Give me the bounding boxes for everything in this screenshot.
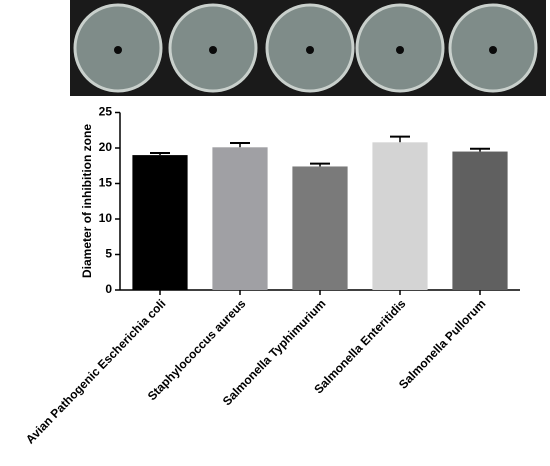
bar <box>212 147 268 290</box>
bar <box>132 155 188 290</box>
y-tick-label: 15 <box>99 176 113 190</box>
bar <box>292 166 348 290</box>
y-tick-label: 25 <box>99 105 113 119</box>
y-tick-label: 20 <box>99 140 113 154</box>
y-tick-label: 0 <box>105 282 112 296</box>
petri-dish-photos <box>70 0 546 96</box>
y-tick-label: 5 <box>105 247 112 261</box>
x-tick-label: Avian Pathogenic Escherichia coli <box>23 297 168 447</box>
y-tick-label: 10 <box>99 211 113 225</box>
x-tick-label: Salmonella Pullorum <box>396 297 489 392</box>
x-tick-label: Salmonella Enteritidis <box>311 296 408 396</box>
bar <box>452 151 508 290</box>
bar <box>372 142 428 290</box>
y-axis-label: Diameter of inhibition zone <box>80 124 94 278</box>
